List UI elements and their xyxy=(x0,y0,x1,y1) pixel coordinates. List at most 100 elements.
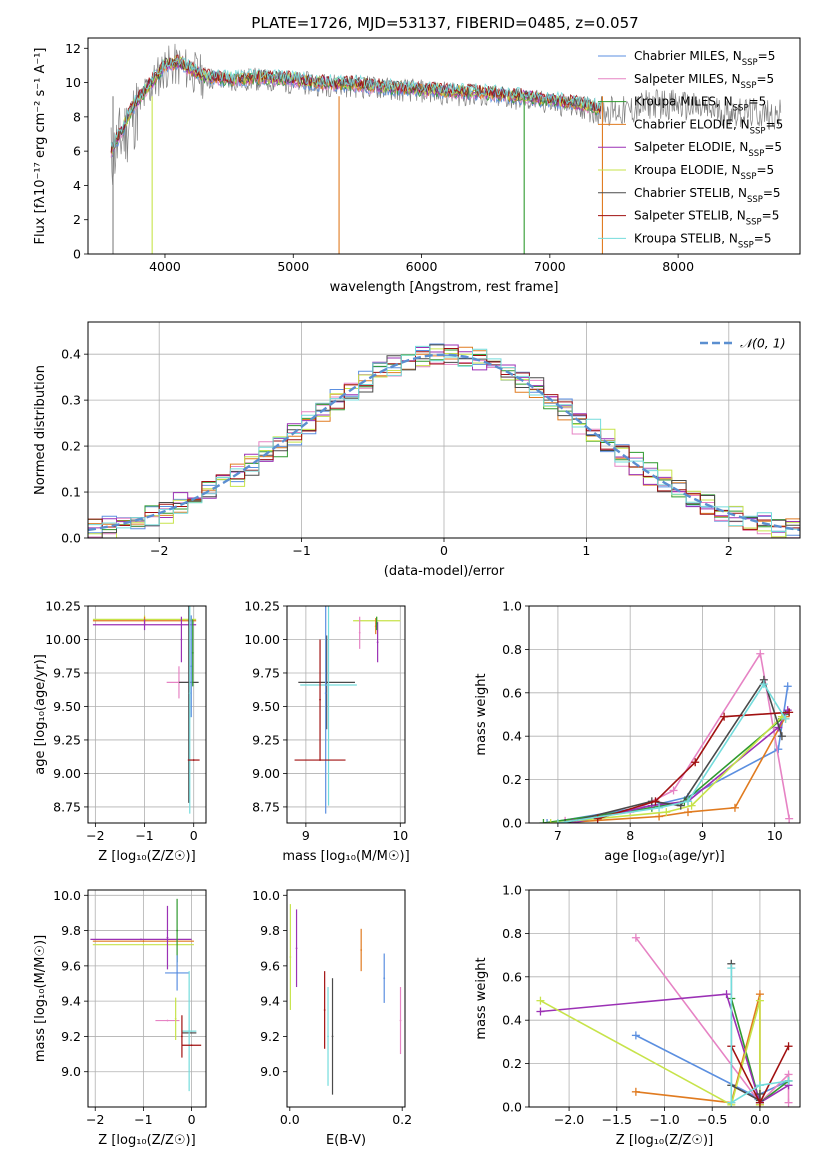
x-tick-label: 0 xyxy=(188,1112,196,1127)
legend-label: Salpeter STELIB, NSSP=5 xyxy=(634,209,779,228)
panel-mass-vs-ebv: 0.0 0.2 9.0 9.2 9.4 9.6 9.8 10.0 E(B-V) xyxy=(252,888,412,1148)
series-line xyxy=(540,999,761,1106)
panel-spectrum: 4000 5000 6000 7000 8000 0 2 4 6 8 10 12 wavelength … xyxy=(33,37,801,295)
y-tick-label: 9.0 xyxy=(61,1064,81,1079)
x-tick-label: 6000 xyxy=(406,259,438,274)
model-spectrum xyxy=(110,54,602,154)
series-line xyxy=(557,716,787,823)
x-tick-label: 9 xyxy=(698,828,706,843)
axes-frame xyxy=(87,37,801,255)
y-tick-label: 4 xyxy=(73,178,81,193)
histogram xyxy=(88,360,800,538)
series-line xyxy=(550,715,786,823)
y-tick-label: 0.0 xyxy=(502,816,522,831)
legend-sub: SSP xyxy=(750,126,766,136)
y-tick-label: 9.25 xyxy=(53,732,81,747)
y-axis-label: Normed distribution xyxy=(33,365,48,495)
legend-suffix: =5 xyxy=(764,140,782,154)
model-spectrum xyxy=(110,57,602,152)
x-tick-label: −1.0 xyxy=(649,1112,679,1127)
x-tick-label: 2 xyxy=(725,543,733,558)
x-tick-label: −1.5 xyxy=(602,1112,632,1127)
data-point xyxy=(174,1017,177,1020)
histogram xyxy=(88,349,800,538)
x-tick-label: −1 xyxy=(292,543,310,558)
y-tick-label: 9.00 xyxy=(53,766,81,781)
data-point xyxy=(176,972,179,974)
x-tick-label: 8 xyxy=(626,828,634,843)
data-point xyxy=(188,1030,191,1033)
axes-frame xyxy=(286,889,406,1108)
y-tick-label: 1.0 xyxy=(502,599,522,614)
y-tick-label: 9.4 xyxy=(61,994,81,1009)
legend-sub: SSP xyxy=(742,58,758,68)
y-axis-label: mass [log₁₀(M/M☉)] xyxy=(33,935,48,1062)
x-tick-label: −2 xyxy=(86,1112,104,1127)
histogram xyxy=(88,348,800,538)
panel-mass-weight-vs-z: −2.0 −1.5 −1.0 −0.5 0.0 0.0 0.2 0.4 0.6 0.8 1.0 Z [… xyxy=(474,883,801,1148)
legend-sub: SSP xyxy=(741,172,757,182)
normal-curve xyxy=(88,353,800,532)
histogram xyxy=(88,344,800,538)
legend-sub: SSP xyxy=(746,218,762,228)
data-point xyxy=(188,692,191,694)
y-tick-label: 0.0 xyxy=(61,531,81,546)
x-tick-label: 0 xyxy=(190,828,198,843)
y-tick-label: 9.25 xyxy=(252,732,280,747)
plot-area xyxy=(539,649,794,823)
y-tick-label: 1.0 xyxy=(502,883,522,898)
data-point xyxy=(375,622,378,625)
legend-sub: SSP xyxy=(738,240,754,250)
legend-label: 𝒩(0, 1) xyxy=(740,336,786,351)
y-axis-label: age [log₁₀(age/yr)] xyxy=(33,654,48,775)
data-point xyxy=(324,692,327,694)
x-tick-label: 5000 xyxy=(277,259,309,274)
x-tick-label: 7000 xyxy=(534,259,566,274)
figure-title: PLATE=1726, MJD=53137, FIBERID=0485, z=0… xyxy=(251,14,638,32)
y-tick-label: 9.8 xyxy=(260,923,280,938)
y-tick-label: 8.75 xyxy=(53,799,81,814)
x-tick-label: 8000 xyxy=(662,259,694,274)
plot-area xyxy=(110,43,782,254)
panel-residuals: −2 −1 0 1 2 0.0 0.1 0.2 0.3 0.4 (data-model)/error… xyxy=(33,321,801,579)
panel-age-vs-z: −2 −1 0 8.75 9.00 9.25 9.50 9.75 10.00 10.25 Z [lo… xyxy=(33,599,207,864)
plot-area xyxy=(294,606,401,814)
y-tick-label: 0.2 xyxy=(502,1056,522,1071)
x-tick-label: −1 xyxy=(135,828,153,843)
y-axis-label: mass weight xyxy=(474,673,489,755)
y-tick-label: 9.8 xyxy=(61,923,81,938)
axes-frame xyxy=(528,605,801,824)
data-point xyxy=(166,936,169,939)
data-point xyxy=(143,623,146,626)
data-point xyxy=(383,977,386,980)
axes-frame xyxy=(87,321,801,539)
y-tick-label: 10.25 xyxy=(244,599,280,614)
legend-suffix: =5 xyxy=(754,231,772,245)
y-tick-label: 6 xyxy=(73,144,81,159)
y-tick-label: 9.4 xyxy=(260,994,280,1009)
panel-age-vs-mass: 9 10 8.75 9.00 9.25 9.50 9.75 10.00 10.25 mass [l… xyxy=(244,599,409,865)
x-axis-label: E(B-V) xyxy=(326,1133,366,1148)
histogram xyxy=(88,348,800,534)
data-point xyxy=(181,1035,183,1038)
y-tick-label: 0.0 xyxy=(502,1100,522,1115)
x-tick-label: 0.2 xyxy=(392,1112,412,1127)
axes-frame xyxy=(87,605,207,824)
y-tick-label: 10.0 xyxy=(53,888,81,903)
legend-sub: SSP xyxy=(747,195,763,205)
y-tick-label: 0.2 xyxy=(502,772,522,787)
model-spectrum xyxy=(110,56,602,148)
data-point xyxy=(295,947,298,950)
x-axis-label: mass [log₁₀(M/M☉)] xyxy=(282,849,409,864)
x-tick-label: 9 xyxy=(302,828,310,843)
panel-mass-vs-z: −2 −1 0 9.0 9.2 9.4 9.6 9.8 10.0 Z [log₁₀(Z/Z☉)] m… xyxy=(33,888,207,1148)
x-tick-label: 7 xyxy=(554,828,562,843)
data-point xyxy=(399,1019,402,1022)
data-point xyxy=(376,641,379,644)
y-tick-label: 0.4 xyxy=(502,1013,522,1028)
model-spectrum xyxy=(110,55,601,155)
y-tick-label: 8 xyxy=(73,109,81,124)
y-tick-label: 9.6 xyxy=(61,958,81,973)
y-tick-label: 0.8 xyxy=(502,926,522,941)
